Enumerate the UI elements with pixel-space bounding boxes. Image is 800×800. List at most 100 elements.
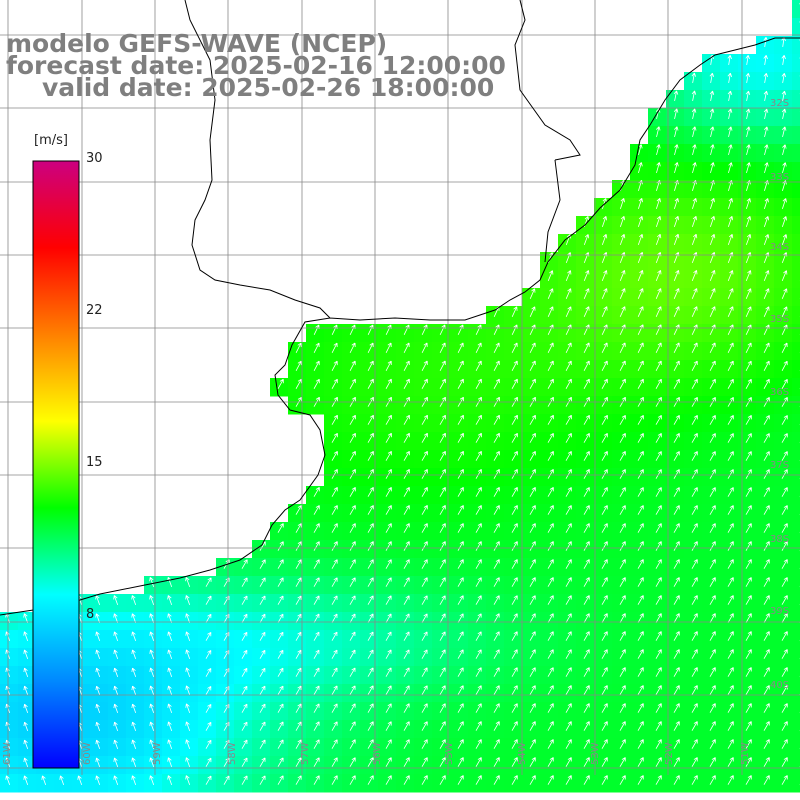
wind-arrow [673, 613, 680, 623]
wind-arrow [619, 559, 626, 569]
wind-arrow [457, 757, 464, 767]
wind-arrow [728, 144, 733, 156]
wind-arrow [691, 577, 698, 587]
wind-arrow [241, 775, 248, 785]
wind-arrow [421, 378, 428, 389]
wind-arrow [745, 559, 752, 569]
wind-arrow [113, 649, 119, 660]
wind-arrow [349, 613, 356, 623]
wind-arrow [547, 775, 554, 785]
wind-arrow [113, 721, 119, 732]
speed-cell [792, 270, 800, 289]
speed-cell [792, 252, 800, 271]
wind-arrow [511, 414, 518, 425]
wind-arrow [745, 577, 752, 587]
wind-arrow [637, 414, 644, 425]
wind-arrow [691, 108, 697, 120]
wind-arrow [673, 378, 680, 389]
wind-arrow [313, 721, 320, 731]
wind-arrow [313, 775, 320, 785]
wind-arrow [565, 613, 572, 623]
wind-arrow [547, 577, 554, 587]
speed-cell [792, 198, 800, 217]
wind-arrow [205, 650, 212, 659]
wind-arrow [673, 451, 680, 461]
wind-arrow [259, 757, 266, 767]
wind-arrow [763, 505, 770, 515]
wind-arrow [167, 739, 173, 750]
wind-arrow [583, 721, 590, 731]
wind-arrow [601, 649, 608, 659]
wind-arrow [349, 559, 356, 569]
wind-arrow [349, 378, 356, 389]
wind-arrow [601, 451, 608, 461]
wind-arrow [655, 433, 662, 443]
wind-arrow [367, 360, 374, 371]
wind-arrow [493, 577, 500, 587]
wind-arrow [673, 288, 680, 299]
wind-arrow [763, 595, 770, 605]
wind-arrow [349, 487, 356, 497]
wind-arrow [77, 775, 83, 786]
wind-arrow [601, 378, 608, 389]
wind-arrow [763, 685, 770, 695]
wind-arrow [565, 378, 572, 389]
wind-arrow [475, 631, 482, 641]
wind-arrow [709, 378, 716, 389]
speed-cell [792, 36, 800, 55]
wind-arrow [185, 631, 191, 642]
wind-arrow [727, 252, 734, 264]
wind-arrow [95, 595, 101, 606]
wind-arrow [745, 649, 752, 659]
lat-lon-grid [0, 0, 800, 775]
wind-arrow [691, 233, 698, 246]
wind-arrow [727, 378, 734, 389]
wind-arrow [241, 631, 248, 641]
wind-arrow [691, 505, 698, 515]
wind-arrow [763, 541, 770, 551]
wind-arrow [403, 595, 410, 605]
lat-label: 34S [770, 242, 789, 253]
wind-arrow [781, 703, 788, 713]
wind-arrow [709, 667, 716, 677]
wind-arrow [565, 270, 572, 282]
wind-arrow [421, 432, 428, 443]
wind-arrow [727, 595, 734, 605]
wind-arrows [5, 2, 800, 786]
wind-arrow [781, 216, 788, 228]
wind-arrow [59, 775, 65, 786]
wind-arrow [709, 523, 716, 533]
wind-arrow [295, 577, 302, 587]
wind-arrow [691, 360, 698, 371]
wind-arrow [277, 739, 284, 749]
wind-arrow [565, 306, 572, 317]
wind-arrow [745, 703, 752, 713]
wind-arrow [601, 541, 608, 551]
wind-arrow [601, 288, 608, 299]
wind-arrow [421, 523, 428, 533]
wind-arrow [709, 721, 716, 731]
wind-arrow [295, 721, 302, 731]
wind-arrow [295, 685, 302, 695]
wind-arrow [727, 541, 734, 551]
wind-arrow [439, 739, 446, 749]
wind-arrow [583, 360, 590, 371]
wind-arrow [313, 360, 320, 371]
wind-arrow [439, 360, 446, 371]
wind-arrow [421, 703, 428, 713]
wind-arrow [619, 306, 626, 317]
wind-arrow [746, 162, 751, 174]
wind-arrow [295, 703, 302, 713]
wind-arrow [565, 577, 572, 587]
wind-arrow [781, 631, 788, 641]
wind-arrow [349, 631, 356, 641]
wind-arrow [547, 757, 554, 767]
wind-arrow [457, 378, 464, 389]
wind-arrow [655, 451, 662, 461]
wind-arrow [95, 685, 101, 696]
wind-arrow [277, 757, 284, 767]
wind-arrow [673, 487, 680, 497]
wind-arrow [403, 685, 410, 695]
wind-arrow [637, 721, 644, 731]
wind-arrow [727, 126, 733, 138]
